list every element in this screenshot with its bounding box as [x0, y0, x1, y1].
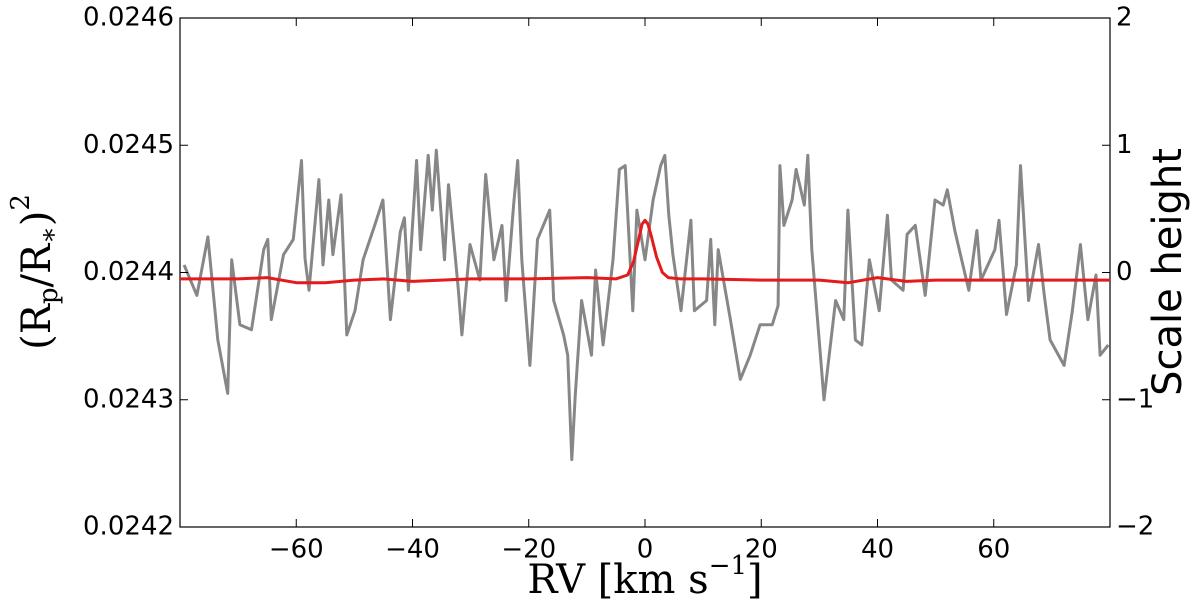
x-tick-label: −40 [385, 535, 440, 565]
x-tick-label: 40 [861, 535, 894, 565]
y-label-sub: ∗ [34, 226, 64, 244]
y-tick-label: 0.0242 [83, 512, 174, 542]
x-tick-label: 0 [637, 535, 654, 565]
y-tick-label: 0.0246 [83, 3, 174, 33]
y2-tick-label: −1 [1116, 384, 1154, 414]
x-label-part: ] [747, 557, 763, 603]
plot-area [180, 148, 1110, 462]
y-tick-label: 0.0245 [83, 130, 174, 160]
x-label-part: RV [km s [527, 557, 708, 603]
y-label-part: (R [14, 302, 60, 350]
y-tick-label: 0.0244 [83, 257, 174, 287]
y2-axis-label: Scale height [1145, 148, 1191, 396]
y-axis-label: (Rp/R∗)2 [6, 194, 64, 350]
data-line [182, 148, 1110, 462]
y2-tick-label: 2 [1116, 3, 1133, 33]
x-tick-label: −60 [269, 535, 324, 565]
y2-tick-label: 1 [1116, 130, 1133, 160]
x-tick-label: 60 [977, 535, 1010, 565]
y-tick-label: 0.0243 [83, 384, 174, 414]
y-label-sup: 2 [6, 194, 36, 211]
y2-tick-label: −2 [1116, 512, 1154, 542]
x-tick-label: −20 [501, 535, 556, 565]
data-line [180, 218, 1110, 285]
x-axis-label: RV [km s−1] [527, 551, 762, 603]
y-label-sub: p [34, 288, 64, 305]
y-label-part: ) [14, 211, 60, 227]
y2-tick-label: 0 [1116, 257, 1133, 287]
x-label-sup: −1 [709, 551, 747, 581]
y-label-part: /R [14, 242, 60, 287]
x-tick-label: 20 [745, 535, 778, 565]
